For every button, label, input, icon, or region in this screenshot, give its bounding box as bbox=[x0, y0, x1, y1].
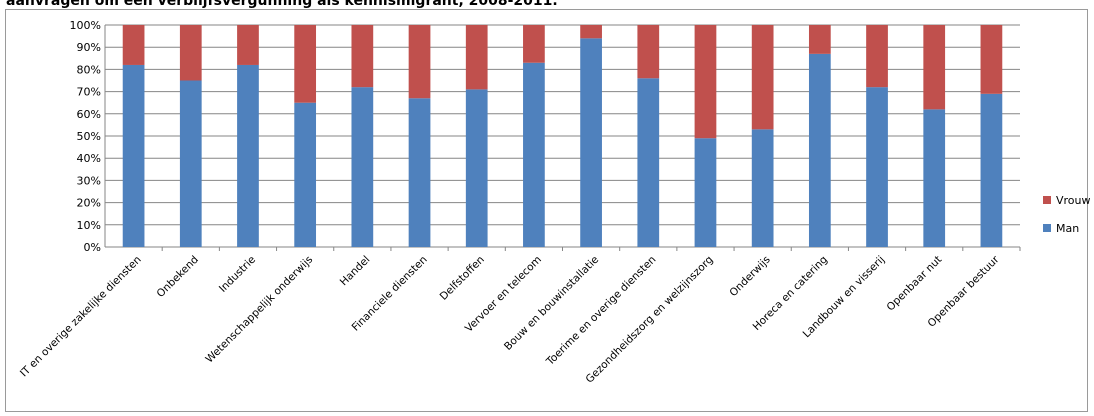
y-tick-label: 40% bbox=[77, 152, 101, 165]
bar-vrouw bbox=[179, 25, 202, 81]
bar-vrouw bbox=[808, 25, 831, 54]
y-tick-label: 10% bbox=[77, 219, 101, 232]
x-tick-label: Wetenschappelijk onderwijs bbox=[203, 254, 315, 366]
legend: Vrouw Man bbox=[1043, 194, 1091, 235]
bar-man bbox=[237, 64, 259, 248]
bar-man bbox=[637, 78, 660, 247]
bar-man bbox=[694, 138, 717, 247]
bar-vrouw bbox=[866, 25, 888, 88]
bar-man bbox=[980, 93, 1003, 247]
y-tick-label: 80% bbox=[77, 63, 101, 76]
legend-label-man: Man bbox=[1056, 222, 1079, 235]
legend-label-vrouw: Vrouw bbox=[1056, 194, 1091, 207]
x-tick-label: Gezondheidszorg en welzijnszorg bbox=[584, 254, 716, 386]
bar-vrouw bbox=[751, 25, 774, 130]
bar-man bbox=[808, 53, 831, 247]
bar-man bbox=[122, 64, 145, 248]
bar-vrouw bbox=[980, 25, 1003, 94]
legend-swatch-vrouw bbox=[1043, 196, 1051, 204]
bar-man bbox=[408, 98, 431, 247]
bar-man bbox=[465, 89, 488, 247]
x-tick-label: Bouw en bouwinstallatie bbox=[502, 254, 601, 353]
bar-man bbox=[179, 80, 202, 247]
legend-swatch-man bbox=[1043, 224, 1051, 232]
bar-vrouw bbox=[923, 25, 946, 110]
bar-vrouw bbox=[637, 25, 660, 79]
x-tick-label: Onderwijs bbox=[727, 254, 772, 299]
bar-vrouw bbox=[580, 25, 602, 39]
x-tick-label: Industrie bbox=[217, 254, 258, 295]
bar-vrouw bbox=[408, 25, 431, 99]
y-tick-label: 70% bbox=[77, 86, 101, 99]
bar-vrouw bbox=[122, 25, 145, 65]
y-tick-label: 90% bbox=[77, 41, 101, 54]
bar-man bbox=[523, 62, 545, 247]
y-tick-label: 60% bbox=[77, 108, 101, 121]
y-tick-label: 0% bbox=[84, 241, 101, 254]
x-axis-tick-labels: IT en overige zakelijke diensten Onbekend… bbox=[18, 253, 1002, 386]
bar-man bbox=[866, 87, 888, 247]
bar-vrouw bbox=[465, 25, 488, 90]
bar-vrouw bbox=[351, 25, 374, 88]
y-tick-label: 20% bbox=[77, 197, 101, 210]
bar-vrouw bbox=[294, 25, 317, 103]
y-axis-tick-labels: 0% 10% 20% 30% 40% 50% 60% 70% 80% 90% 100% bbox=[70, 19, 101, 254]
bars bbox=[122, 25, 1003, 248]
bar-vrouw bbox=[237, 25, 259, 65]
x-tick-label: Onbekend bbox=[155, 254, 201, 300]
bar-vrouw bbox=[523, 25, 545, 63]
chart-area bbox=[5, 9, 1088, 412]
y-tick-label: 50% bbox=[77, 130, 101, 143]
x-tick-label: Handel bbox=[338, 254, 373, 289]
chart-title: aanvragen om een verblijfsvergunning als… bbox=[6, 0, 558, 9]
y-tick-label: 30% bbox=[77, 174, 101, 187]
bar-man bbox=[351, 87, 374, 247]
x-tick-label: Delfstoffen bbox=[438, 254, 487, 303]
bar-man bbox=[923, 109, 946, 247]
bar-man bbox=[580, 38, 602, 247]
bar-man bbox=[294, 102, 317, 247]
x-tick-label: Toerime en overige diensten bbox=[544, 254, 659, 369]
bar-man bbox=[751, 129, 774, 247]
x-tick-label: Openbaar nut bbox=[884, 254, 944, 314]
y-tick-label: 100% bbox=[70, 19, 101, 32]
bar-vrouw bbox=[694, 25, 717, 139]
x-tick-label: IT en overige zakelijke diensten bbox=[18, 254, 144, 380]
